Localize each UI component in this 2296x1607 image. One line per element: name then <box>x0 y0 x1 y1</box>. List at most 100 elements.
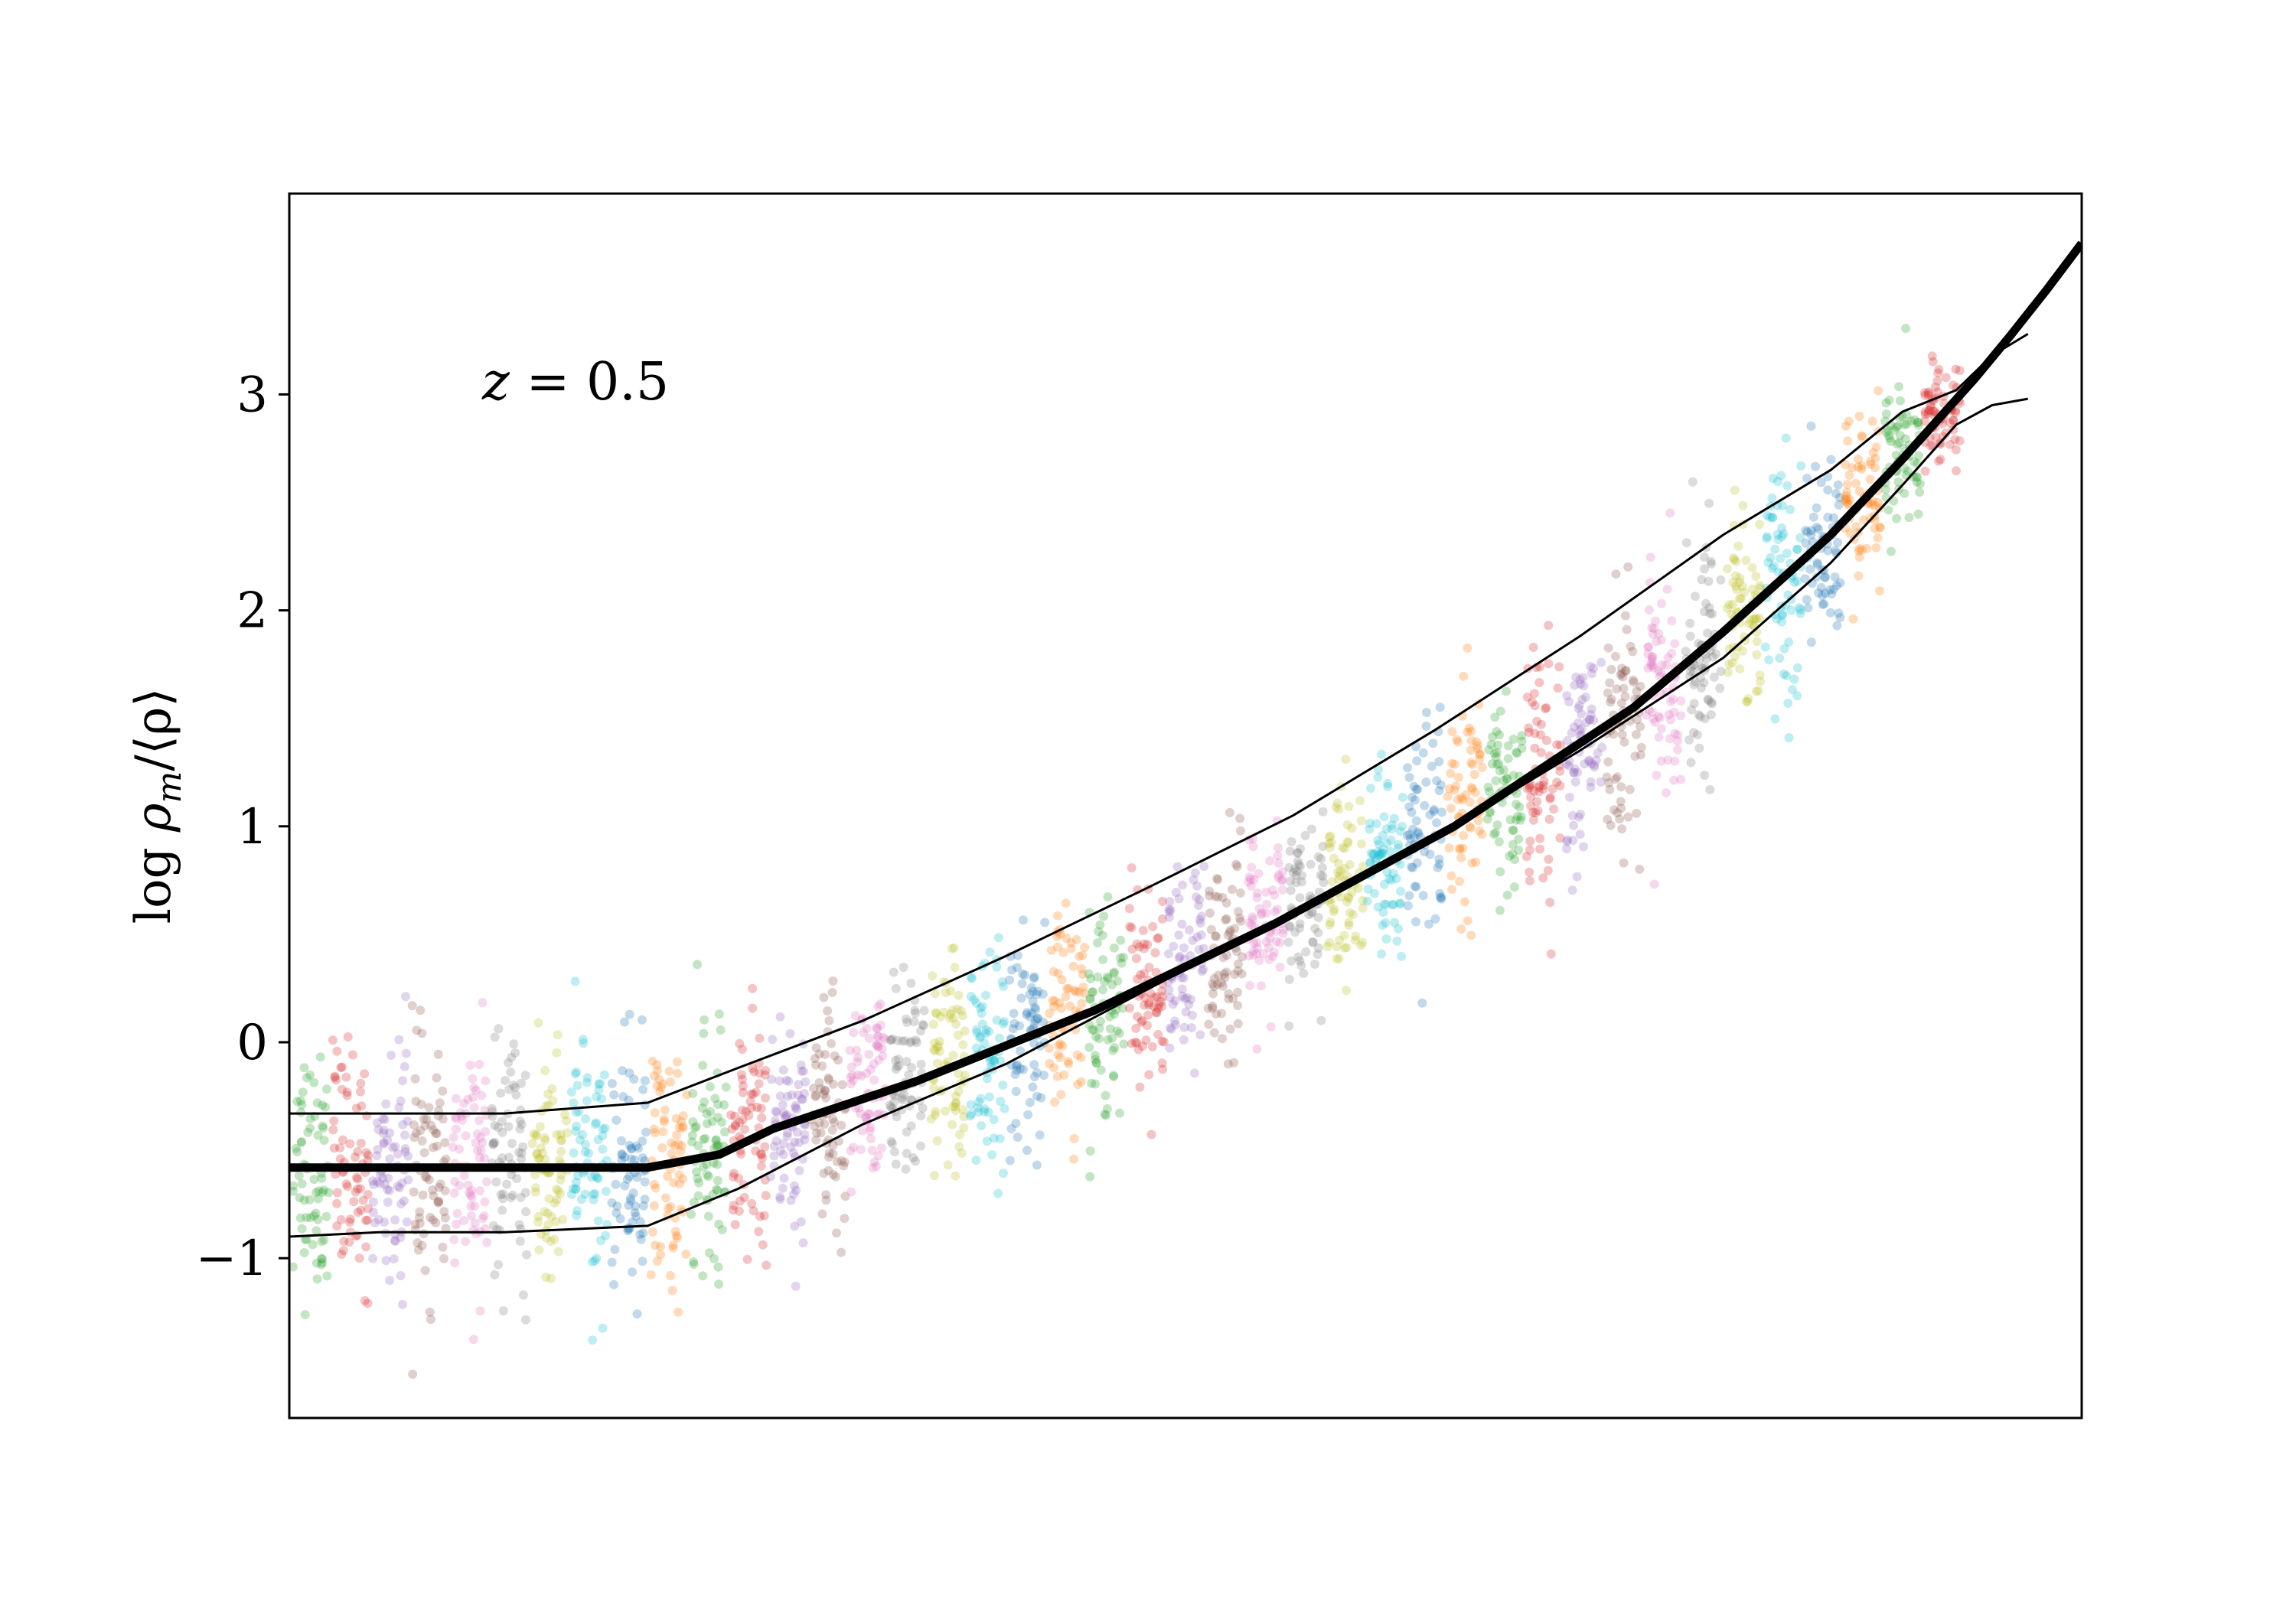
scatter-point <box>650 1071 659 1081</box>
scatter-point <box>651 1240 660 1250</box>
scatter-point <box>1534 787 1544 797</box>
scatter-point <box>321 1102 331 1112</box>
scatter-point <box>1187 1023 1196 1032</box>
scatter-point <box>535 1153 544 1163</box>
scatter-point <box>769 1151 779 1161</box>
scatter-point <box>638 1228 648 1238</box>
scatter-point <box>1218 981 1228 991</box>
scatter-point <box>682 1090 692 1100</box>
scatter-point <box>1795 533 1805 543</box>
scatter-point <box>1649 879 1659 889</box>
scatter-point <box>292 1097 302 1107</box>
scatter-point <box>951 1102 960 1112</box>
scatter-point <box>1296 877 1306 887</box>
scatter-point <box>1171 888 1181 898</box>
scatter-point <box>571 1185 581 1194</box>
scatter-point <box>1632 808 1642 818</box>
scatter-point <box>948 1102 958 1112</box>
scatter-point <box>1140 993 1150 1002</box>
scatter-point <box>1413 784 1423 794</box>
scatter-point <box>1689 699 1699 709</box>
scatter-point <box>463 1180 473 1190</box>
scatter-point <box>814 1077 824 1087</box>
scatter-point <box>1342 820 1352 830</box>
scatter-point <box>953 1030 963 1040</box>
scatter-point <box>1689 728 1698 738</box>
scatter-point <box>1913 451 1923 461</box>
scatter-point <box>1923 409 1933 419</box>
scatter-point <box>1158 1064 1168 1074</box>
scatter-point <box>1857 545 1867 555</box>
scatter-point <box>1376 848 1386 858</box>
scatter-point <box>846 1146 856 1156</box>
scatter-point <box>1368 849 1378 859</box>
scatter-point <box>497 1205 507 1215</box>
scatter-point <box>1875 523 1885 533</box>
scatter-point <box>1318 807 1328 817</box>
scatter-point <box>1499 775 1508 785</box>
scatter-point <box>1154 1000 1164 1009</box>
scatter-point <box>1148 1041 1157 1051</box>
scatter-point <box>790 1137 800 1147</box>
scatter-point <box>1755 581 1765 591</box>
scatter-point <box>1261 908 1271 918</box>
scatter-point <box>782 1131 792 1141</box>
scatter-point <box>658 1079 668 1089</box>
scatter-point <box>1283 937 1293 947</box>
scatter-point <box>677 1116 686 1126</box>
scatter-point <box>1667 648 1677 658</box>
scatter-point <box>756 1149 766 1159</box>
scatter-point <box>699 1135 709 1144</box>
scatter-point <box>498 1306 508 1315</box>
scatter-point <box>1208 989 1218 999</box>
scatter-point <box>1554 662 1564 672</box>
scatter-point <box>977 1002 987 1012</box>
scatter-point <box>1345 908 1355 918</box>
scatter-point <box>440 1213 450 1223</box>
scatter-point <box>1844 494 1854 504</box>
scatter-point <box>1301 947 1311 957</box>
scatter-point <box>902 1017 912 1027</box>
scatter-point <box>720 1127 730 1137</box>
scatter-point <box>850 1011 860 1021</box>
scatter-point <box>1421 708 1431 717</box>
scatter-point <box>709 1253 719 1263</box>
scatter-point <box>1136 970 1146 980</box>
scatter-point <box>403 1151 413 1161</box>
scatter-point <box>1579 681 1589 691</box>
scatter-point <box>623 1224 633 1233</box>
scatter-point <box>1701 654 1711 664</box>
scatter-point <box>1080 989 1089 998</box>
scatter-point <box>1735 594 1745 604</box>
scatter-point <box>1127 1038 1137 1048</box>
scatter-point <box>1125 1003 1135 1013</box>
scatter-point <box>1101 1110 1111 1120</box>
scatter-point <box>1502 686 1511 696</box>
scatter-point <box>1773 535 1783 544</box>
scatter-point <box>999 981 1008 991</box>
scatter-point <box>887 1034 897 1044</box>
scatter-point <box>779 1108 789 1118</box>
scatter-point <box>859 1028 869 1038</box>
scatter-point <box>1040 918 1050 927</box>
scatter-point <box>1410 795 1420 805</box>
scatter-point <box>736 1070 746 1080</box>
scatter-point <box>713 1159 722 1169</box>
scatter-point <box>784 1077 794 1086</box>
scatter-point <box>958 1105 968 1115</box>
scatter-point <box>1934 364 1944 374</box>
scatter-point <box>800 1135 810 1145</box>
scatter-point <box>582 1073 592 1083</box>
scatter-point <box>971 1043 981 1053</box>
scatter-point <box>1172 862 1182 872</box>
scatter-point <box>1340 843 1349 853</box>
scatter-point <box>1699 678 1709 688</box>
scatter-point <box>823 1006 833 1016</box>
scatter-point <box>1453 737 1463 747</box>
scatter-point <box>1782 549 1792 558</box>
scatter-point <box>1643 642 1653 652</box>
scatter-point <box>556 1136 566 1146</box>
scatter-point <box>1313 950 1322 960</box>
scatter-point <box>1867 416 1877 426</box>
scatter-point <box>1234 913 1244 923</box>
